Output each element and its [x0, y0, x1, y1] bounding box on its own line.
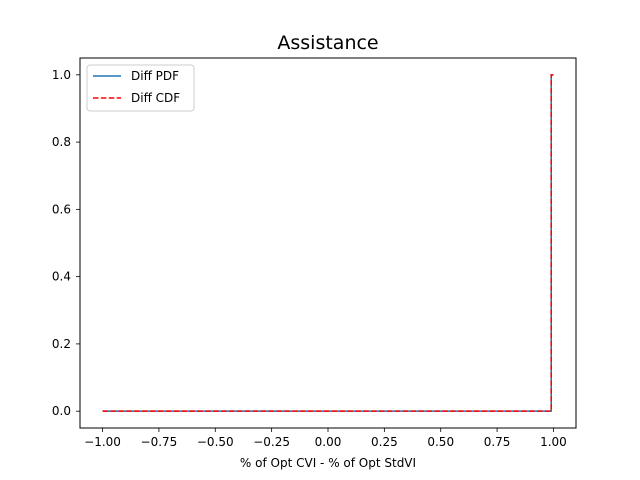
- legend: Diff PDF Diff CDF: [86, 64, 195, 112]
- x-axis-label: % of Opt CVI - % of Opt StdVI: [240, 456, 416, 470]
- y-tick-label: 0.0: [52, 404, 71, 418]
- y-tick-label: 0.2: [52, 337, 71, 351]
- x-tick-label: −0.50: [197, 435, 234, 449]
- x-tick-label: 0.50: [427, 435, 454, 449]
- x-tick-label: 0.00: [315, 435, 342, 449]
- y-tick-label: 0.4: [52, 270, 71, 284]
- legend-label-diff-cdf: Diff CDF: [131, 91, 180, 105]
- chart-title: Assistance: [277, 32, 378, 54]
- y-tick-label: 0.8: [52, 135, 71, 149]
- x-axis: −1.00 −0.75 −0.50 −0.25 0.00 0.25 0.50 0.75 1.00: [84, 428, 567, 449]
- x-tick-label: 0.25: [371, 435, 398, 449]
- y-tick-label: 0.6: [52, 202, 71, 216]
- series-layer: [102, 74, 554, 412]
- y-tick-label: 1.0: [52, 68, 71, 82]
- x-tick-label: 0.75: [484, 435, 511, 449]
- x-tick-label: 1.00: [540, 435, 567, 449]
- legend-label-diff-pdf: Diff PDF: [131, 69, 179, 83]
- x-tick-label: −0.75: [141, 435, 178, 449]
- y-axis: 0.0 0.2 0.4 0.6 0.8 1.0: [52, 68, 80, 418]
- x-tick-label: −1.00: [84, 435, 121, 449]
- x-tick-label: −0.25: [253, 435, 290, 449]
- series-line-diff-cdf: [102, 74, 554, 412]
